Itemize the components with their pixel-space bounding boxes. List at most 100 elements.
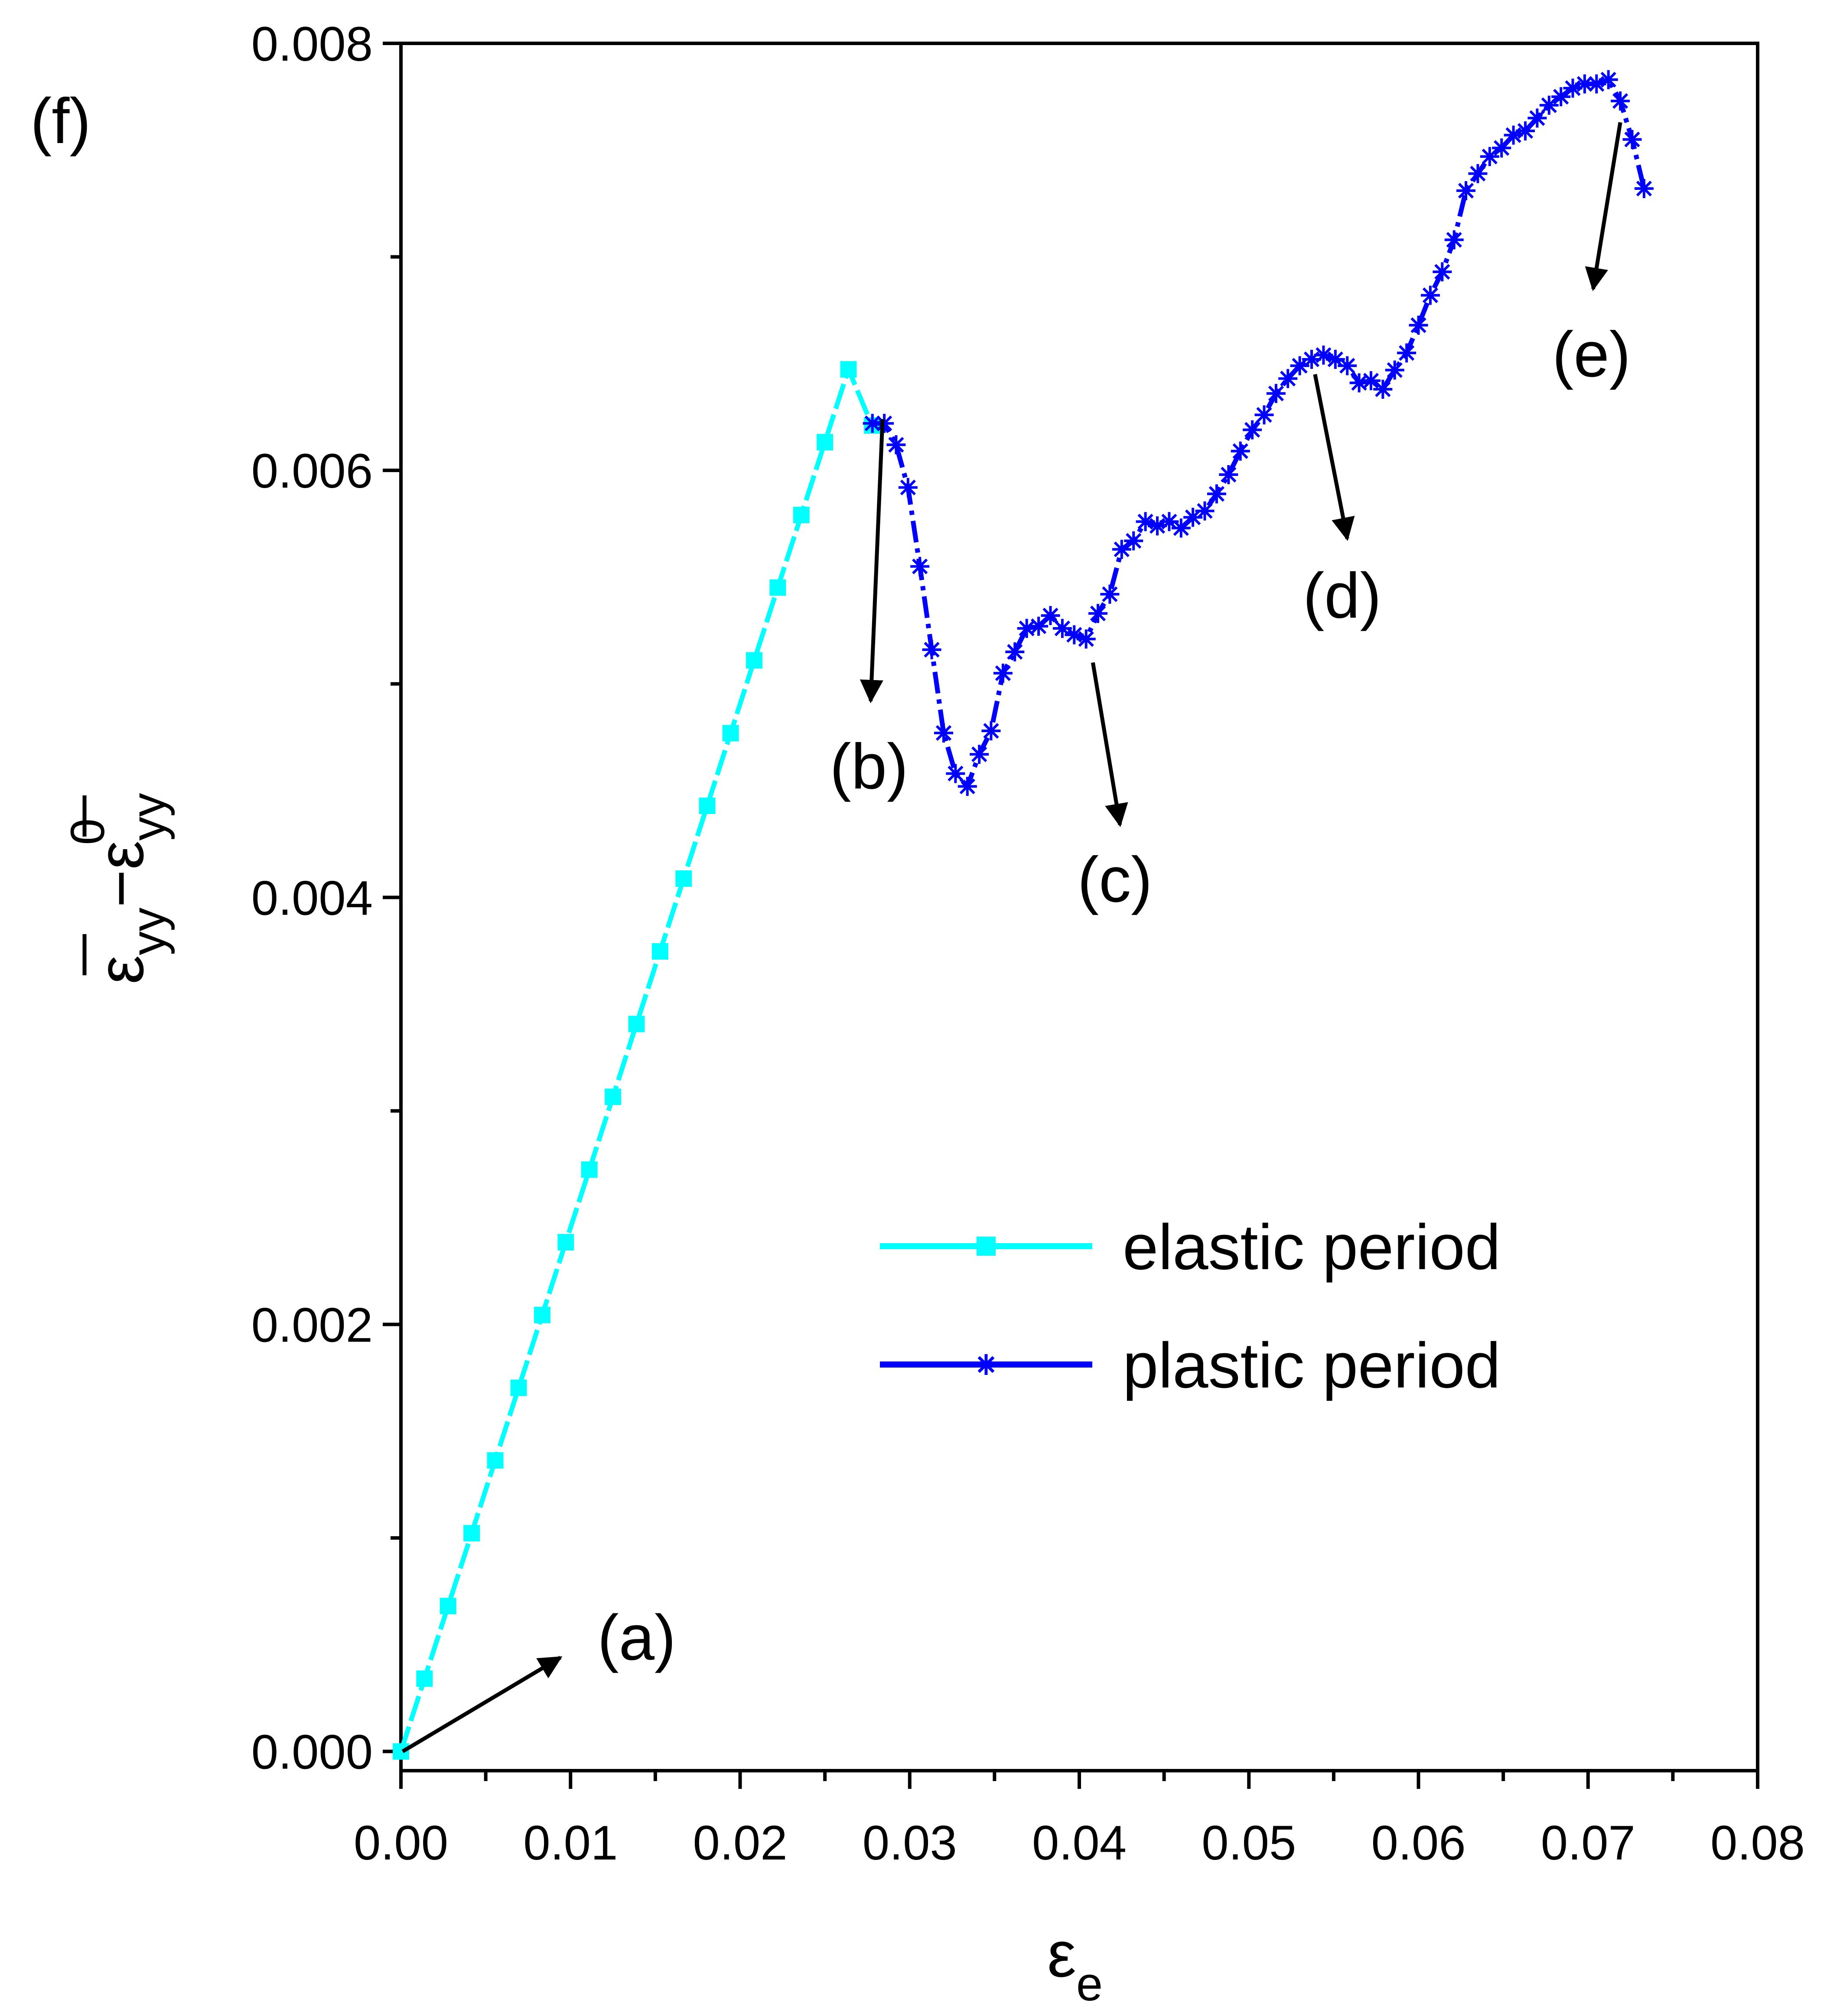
plastic-point [993, 664, 1013, 683]
elastic-point [557, 1234, 574, 1251]
annotation-label-d: (d) [1303, 560, 1381, 632]
plastic-point [981, 721, 1001, 741]
elastic-point [769, 579, 786, 596]
elastic-point [416, 1670, 433, 1687]
plastic-point [1349, 373, 1369, 393]
plastic-point [1278, 369, 1298, 388]
elastic-point [393, 1743, 409, 1760]
annotation-arrow-a [401, 1656, 563, 1753]
plastic-point [1611, 91, 1630, 111]
plastic-point [1373, 380, 1393, 399]
x-axis-label: εe [1047, 1918, 1103, 2011]
plastic-point [910, 557, 930, 576]
plastic-point [1587, 74, 1606, 94]
plastic-point [1005, 642, 1025, 661]
plastic-point [1195, 501, 1215, 521]
x-tick-label: 0.03 [863, 1816, 957, 1870]
plastic-point [1492, 138, 1511, 158]
annotation-label-c: (c) [1078, 844, 1153, 915]
plastic-point [886, 435, 906, 455]
x-tick-label: 0.00 [354, 1816, 448, 1870]
plastic-point [1124, 531, 1143, 550]
plastic-point [934, 723, 953, 743]
elastic-point [793, 507, 810, 524]
y-tick-label: 0.006 [251, 444, 373, 498]
elastic-point [699, 798, 716, 814]
plastic-point [1539, 95, 1559, 115]
plastic-point [1468, 164, 1488, 183]
plastic-point [922, 640, 941, 659]
plastic-point [1444, 230, 1464, 250]
plastic-point [1361, 371, 1381, 391]
plastic-point [1076, 629, 1096, 649]
elastic-point [746, 652, 762, 669]
elastic-point [840, 361, 857, 378]
plastic-point [1207, 484, 1226, 504]
annotation-label-b: (b) [830, 731, 908, 802]
legend-elastic-label: elastic period [1123, 1212, 1501, 1283]
legend-plastic-label: plastic period [1123, 1330, 1501, 1401]
y-tick-label: 0.002 [251, 1298, 373, 1352]
annotation-label-e: (e) [1552, 319, 1631, 390]
annotation-arrow-c [1091, 662, 1128, 827]
elastic-point [628, 1016, 645, 1032]
x-tick-label: 0.01 [523, 1816, 618, 1870]
series-layer [393, 70, 1654, 1760]
plastic-point [1243, 420, 1262, 440]
annotation-arrow-d [1313, 374, 1355, 541]
elastic-point [675, 870, 692, 887]
plastic-point [946, 764, 965, 783]
plastic-point [1112, 540, 1131, 559]
plastic-point [1017, 619, 1036, 638]
plastic-point [970, 745, 989, 764]
plastic-point [1409, 316, 1428, 335]
elastic-point [463, 1525, 480, 1542]
plastic-point [1159, 512, 1179, 531]
x-axis-ticks: 0.00 0.01 0.02 0.03 0.04 0.05 0.06 0.07 0.08 [354, 1771, 1805, 1870]
plastic-point [1041, 606, 1060, 625]
x-tick-label: 0.06 [1371, 1816, 1466, 1870]
y-tick-label: 0.004 [251, 871, 373, 925]
plastic-point [1599, 70, 1618, 89]
x-tick-label: 0.05 [1202, 1816, 1296, 1870]
legend-elastic-marker [977, 1237, 996, 1256]
annotations-layer: (a) (b) (c) (d) (e) [401, 122, 1631, 1753]
plastic-point [1551, 87, 1571, 107]
elastic-point [534, 1306, 550, 1323]
elastic-point [510, 1379, 527, 1396]
plastic-point [1100, 584, 1120, 604]
legend-plastic-marker [976, 1354, 997, 1375]
plastic-point [1254, 405, 1274, 425]
plastic-point [1088, 604, 1107, 623]
elastic-point [722, 725, 739, 742]
plastic-point [1420, 286, 1440, 305]
plastic-point [1527, 108, 1547, 128]
legend: elastic period plastic period [880, 1212, 1501, 1401]
elastic-point [817, 434, 834, 451]
annotation-arrow-b [860, 419, 885, 703]
plastic-point [1516, 121, 1535, 140]
plastic-point [957, 777, 977, 796]
y-axis-ticks: 0.000 0.002 0.004 0.006 0.008 [251, 17, 401, 1779]
annotation-arrow-e [1585, 122, 1622, 291]
y-axis-label: εyy−εyy0 [61, 793, 175, 984]
plastic-point [1385, 360, 1404, 380]
plastic-point [1338, 356, 1357, 375]
plastic-point [1433, 262, 1452, 282]
plastic-point [1622, 130, 1642, 149]
elastic-point [605, 1088, 622, 1105]
annotation-label-a: (a) [597, 1602, 676, 1674]
plastic-point [1634, 179, 1654, 198]
x-tick-label: 0.04 [1032, 1816, 1127, 1870]
panel-label: (f) [30, 85, 91, 157]
plastic-point [1231, 441, 1250, 461]
plastic-point [1456, 181, 1475, 200]
x-tick-label: 0.07 [1541, 1816, 1635, 1870]
series-line-elastic [398, 367, 874, 1752]
x-tick-label: 0.08 [1710, 1816, 1805, 1870]
elastic-point [581, 1161, 598, 1178]
plastic-point [1480, 147, 1499, 166]
elastic-point [440, 1598, 456, 1615]
elastic-point [651, 943, 668, 960]
